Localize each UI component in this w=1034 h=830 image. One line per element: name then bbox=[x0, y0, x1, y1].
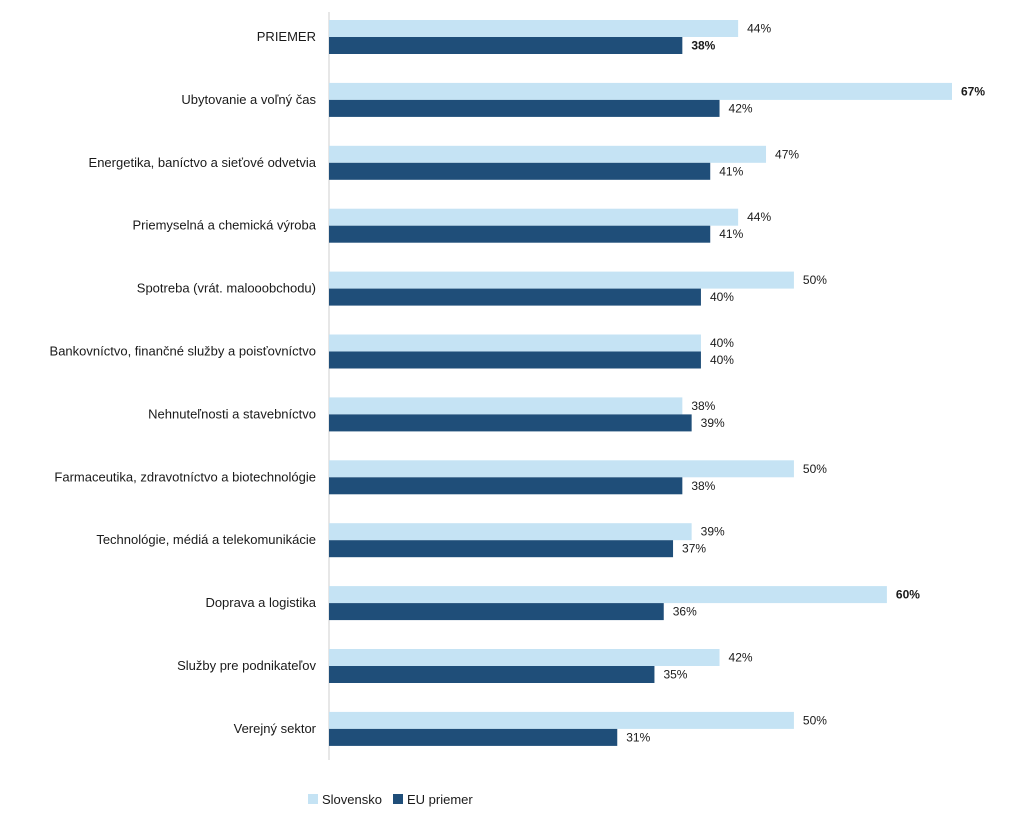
category-label-doprava-a-logistika: Doprava a logistika bbox=[205, 595, 316, 610]
category-label-verejny-sektor: Verejný sektor bbox=[234, 721, 317, 736]
value-label-eu-priemer-priemyselna-a-chemicka-vyroba: 41% bbox=[719, 227, 743, 241]
value-label-slovensko-priemer: 44% bbox=[747, 22, 771, 36]
legend: Slovensko EU priemer bbox=[308, 792, 473, 807]
value-label-eu-priemer-nehnutelnosti-a-stavebnictvo: 39% bbox=[701, 416, 725, 430]
legend-label-eu-priemer: EU priemer bbox=[407, 792, 473, 807]
bar-slovensko-farmaceutika-zdravotnictvo-a-biotechnologie bbox=[329, 460, 794, 478]
bar-eu-priemer-technologie-media-a-telekomunikacie bbox=[329, 540, 674, 558]
legend-swatch-eu-priemer bbox=[393, 794, 403, 804]
bar-eu-priemer-priemer bbox=[329, 37, 683, 54]
category-label-sluzby-pre-podnikatelov: Služby pre podnikateľov bbox=[177, 658, 316, 673]
bar-eu-priemer-nehnutelnosti-a-stavebnictvo bbox=[329, 414, 692, 432]
bar-slovensko-doprava-a-logistika bbox=[329, 586, 887, 604]
bar-eu-priemer-doprava-a-logistika bbox=[329, 603, 664, 621]
category-label-nehnutelnosti-a-stavebnictvo: Nehnuteľnosti a stavebníctvo bbox=[148, 406, 316, 421]
value-label-eu-priemer-bankovnictvo-financne-sluzby-a-poistovnictvo: 40% bbox=[710, 353, 734, 367]
bar-slovensko-priemer bbox=[329, 20, 739, 37]
bar-slovensko-sluzby-pre-podnikatelov bbox=[329, 649, 720, 666]
legend-swatch-slovensko bbox=[308, 794, 318, 804]
bar-slovensko-nehnutelnosti-a-stavebnictvo bbox=[329, 397, 683, 415]
bar-slovensko-spotreba-vrat-malooobchodu bbox=[329, 271, 794, 289]
value-label-slovensko-ubytovanie-a-volny-cas: 67% bbox=[961, 84, 985, 98]
value-label-eu-priemer-sluzby-pre-podnikatelov: 35% bbox=[663, 668, 687, 682]
value-label-slovensko-bankovnictvo-financne-sluzby-a-poistovnictvo: 40% bbox=[710, 336, 734, 350]
category-label-priemer: PRIEMER bbox=[257, 29, 316, 44]
bar-eu-priemer-energetika-banictvo-a-sietove-odvetvia bbox=[329, 162, 711, 180]
bar-slovensko-energetika-banictvo-a-sietove-odvetvia bbox=[329, 145, 767, 163]
bar-slovensko-priemyselna-a-chemicka-vyroba bbox=[329, 208, 739, 226]
bar-eu-priemer-spotreba-vrat-malooobchodu bbox=[329, 288, 701, 306]
bar-eu-priemer-ubytovanie-a-volny-cas bbox=[329, 99, 720, 117]
value-label-eu-priemer-ubytovanie-a-volny-cas: 42% bbox=[729, 101, 753, 115]
bar-eu-priemer-verejny-sektor bbox=[329, 728, 618, 746]
value-label-slovensko-nehnutelnosti-a-stavebnictvo: 38% bbox=[691, 399, 715, 413]
value-label-slovensko-technologie-media-a-telekomunikacie: 39% bbox=[701, 525, 725, 539]
value-label-eu-priemer-verejny-sektor: 31% bbox=[626, 730, 650, 744]
value-label-slovensko-doprava-a-logistika: 60% bbox=[896, 588, 920, 602]
value-label-slovensko-priemyselna-a-chemicka-vyroba: 44% bbox=[747, 210, 771, 224]
bar-slovensko-ubytovanie-a-volny-cas bbox=[329, 82, 952, 100]
value-label-slovensko-spotreba-vrat-malooobchodu: 50% bbox=[803, 273, 827, 287]
value-label-slovensko-sluzby-pre-podnikatelov: 42% bbox=[729, 651, 753, 665]
value-label-eu-priemer-priemer: 38% bbox=[691, 39, 715, 53]
category-label-spotreba-vrat-malooobchodu: Spotreba (vrát. malooobchodu) bbox=[137, 281, 316, 296]
category-label-bankovnictvo-financne-sluzby-a-poistovnictvo: Bankovníctvo, finančné služby a poisťovn… bbox=[50, 344, 316, 359]
bar-slovensko-technologie-media-a-telekomunikacie bbox=[329, 523, 692, 541]
bar-slovensko-verejny-sektor bbox=[329, 711, 794, 729]
category-label-energetika-banictvo-a-sietove-odvetvia: Energetika, baníctvo a sieťové odvetvia bbox=[89, 155, 317, 170]
value-label-eu-priemer-energetika-banictvo-a-sietove-odvetvia: 41% bbox=[719, 164, 743, 178]
bar-eu-priemer-farmaceutika-zdravotnictvo-a-biotechnologie bbox=[329, 477, 683, 495]
category-label-ubytovanie-a-volny-cas: Ubytovanie a voľný čas bbox=[181, 92, 316, 107]
bar-eu-priemer-priemyselna-a-chemicka-vyroba bbox=[329, 225, 711, 243]
legend-label-slovensko: Slovensko bbox=[322, 792, 382, 807]
bars-layer: PRIEMER 44% 38% Ubytovanie a voľný čas 67% 42… bbox=[50, 20, 985, 746]
category-label-priemyselna-a-chemicka-vyroba: Priemyselná a chemická výroba bbox=[132, 218, 316, 233]
value-label-eu-priemer-doprava-a-logistika: 36% bbox=[673, 605, 697, 619]
category-label-farmaceutika-zdravotnictvo-a-biotechnologie: Farmaceutika, zdravotníctvo a biotechnol… bbox=[54, 469, 316, 484]
bar-eu-priemer-bankovnictvo-financne-sluzby-a-poistovnictvo bbox=[329, 351, 701, 369]
bar-slovensko-bankovnictvo-financne-sluzby-a-poistovnictvo bbox=[329, 334, 701, 352]
bar-eu-priemer-sluzby-pre-podnikatelov bbox=[329, 666, 655, 683]
value-label-slovensko-verejny-sektor: 50% bbox=[803, 713, 827, 727]
value-label-eu-priemer-technologie-media-a-telekomunikacie: 37% bbox=[682, 542, 706, 556]
value-label-eu-priemer-spotreba-vrat-malooobchodu: 40% bbox=[710, 290, 734, 304]
value-label-eu-priemer-farmaceutika-zdravotnictvo-a-biotechnologie: 38% bbox=[691, 479, 715, 493]
value-label-slovensko-farmaceutika-zdravotnictvo-a-biotechnologie: 50% bbox=[803, 462, 827, 476]
value-label-slovensko-energetika-banictvo-a-sietove-odvetvia: 47% bbox=[775, 147, 799, 161]
category-label-technologie-media-a-telekomunikacie: Technológie, médiá a telekomunikácie bbox=[96, 532, 316, 547]
